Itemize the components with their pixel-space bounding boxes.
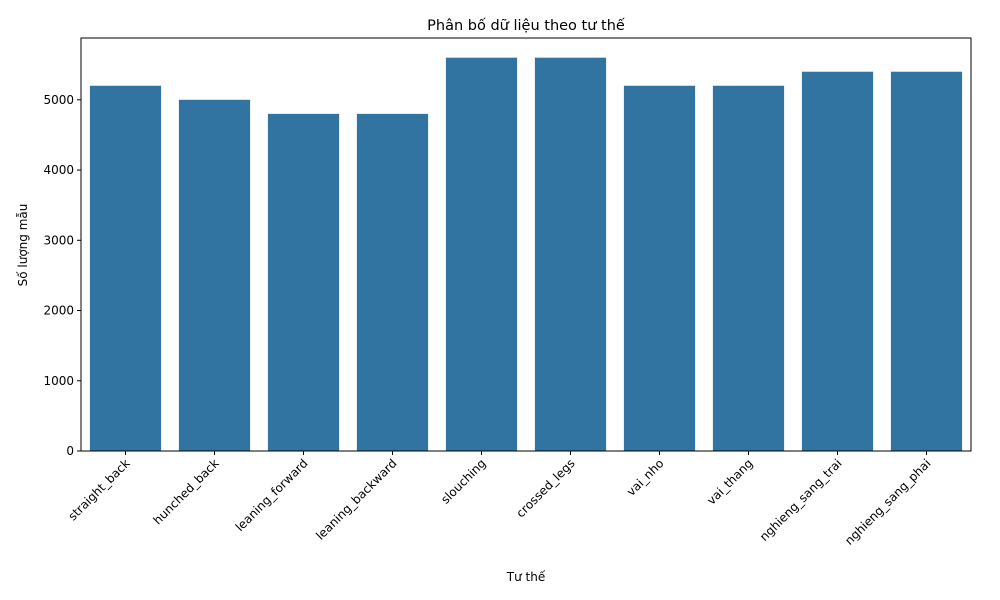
y-tick-label: 1000 [43, 374, 74, 388]
x-tick-label: slouching [438, 456, 488, 506]
plot-frame [80, 37, 972, 452]
x-tick-label: nghieng_sang_phai [842, 456, 934, 548]
x-tick-label: hunched_back [151, 456, 222, 527]
x-tick-label: vai_thang [704, 456, 755, 507]
bar-crossed_legs [534, 57, 607, 452]
y-axis-title: Số lượng mẫu [16, 204, 30, 287]
x-tick-label: vai_nho [624, 456, 667, 499]
y-tick-label: 5000 [43, 93, 74, 107]
bar-vai_thang [712, 85, 785, 451]
bars-group [89, 57, 963, 452]
x-tick-label: crossed_legs [513, 456, 577, 520]
x-tick-label: nghieng_sang_trai [757, 456, 845, 544]
chart-title: Phân bố dữ liệu theo tư thế [427, 17, 625, 34]
y-tick-label: 0 [66, 444, 74, 458]
x-tick-label: leaning_backward [313, 456, 399, 542]
bar-hunched_back [178, 99, 251, 451]
bar-leaning_forward [267, 113, 340, 452]
y-tick-label: 4000 [43, 163, 74, 177]
x-axis: straight_back hunched_back leaning_forward… [65, 451, 934, 548]
y-tick-label: 3000 [43, 233, 74, 247]
bar-vai_nho [623, 85, 696, 451]
y-axis: 0 1000 2000 3000 4000 5000 [43, 93, 81, 458]
x-tick-label: leaning_forward [233, 456, 311, 534]
x-axis-title: Tư thế [506, 570, 546, 584]
x-tick-label: straight_back [65, 456, 132, 523]
bar-straight_back [89, 85, 162, 451]
bar-nghieng_sang_trai [801, 71, 874, 452]
bar-slouching [445, 57, 518, 452]
y-tick-label: 2000 [43, 304, 74, 318]
bar-leaning_backward [356, 113, 429, 452]
bar-nghieng_sang_phai [890, 71, 963, 452]
